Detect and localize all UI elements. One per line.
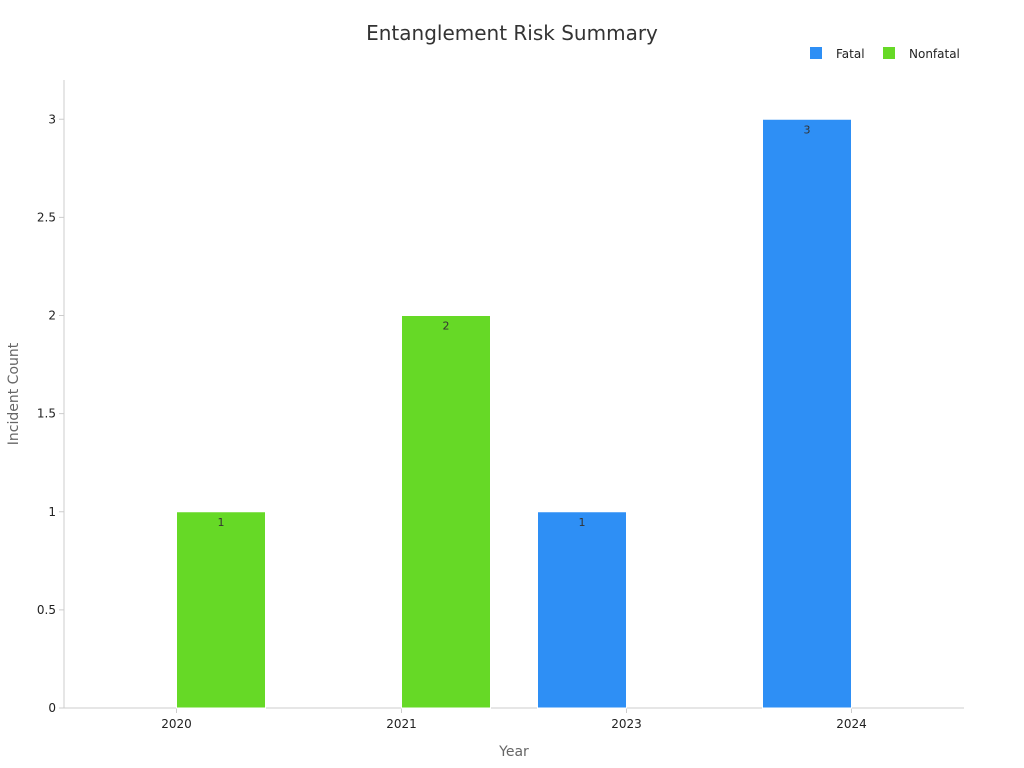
bar-labels: 1 3 1 2 bbox=[218, 123, 811, 529]
bar-nonfatal-2021 bbox=[401, 315, 491, 709]
bar-value-label: 1 bbox=[579, 516, 586, 529]
legend: Fatal Nonfatal bbox=[810, 47, 960, 61]
bar-value-label: 3 bbox=[804, 123, 811, 136]
legend-swatch-nonfatal bbox=[883, 47, 895, 59]
bars bbox=[176, 118, 852, 709]
y-tick-label: 1.5 bbox=[37, 407, 56, 421]
legend-swatch-fatal bbox=[810, 47, 822, 59]
chart-title: Entanglement Risk Summary bbox=[366, 21, 658, 45]
bar-nonfatal-2020 bbox=[176, 511, 266, 709]
y-axis-ticks: 0 0.5 1 1.5 2 2.5 3 bbox=[37, 112, 64, 715]
x-tick-label: 2020 bbox=[161, 717, 192, 731]
y-tick-label: 2 bbox=[48, 309, 56, 323]
bar-value-label: 2 bbox=[443, 320, 450, 333]
y-tick-label: 0.5 bbox=[37, 603, 56, 617]
y-tick-label: 0 bbox=[48, 701, 56, 715]
bar-value-label: 1 bbox=[218, 516, 225, 529]
y-axis-title: Incident Count bbox=[6, 342, 22, 445]
x-tick-label: 2023 bbox=[611, 717, 642, 731]
y-tick-label: 3 bbox=[48, 112, 56, 126]
x-tick-label: 2024 bbox=[836, 717, 867, 731]
x-axis-title: Year bbox=[498, 744, 529, 760]
y-tick-label: 2.5 bbox=[37, 210, 56, 224]
legend-label-nonfatal: Nonfatal bbox=[909, 47, 960, 61]
legend-label-fatal: Fatal bbox=[836, 47, 865, 61]
bar-fatal-2024 bbox=[762, 118, 852, 709]
y-tick-label: 1 bbox=[48, 505, 56, 519]
x-tick-label: 2021 bbox=[386, 717, 417, 731]
bar-fatal-2023 bbox=[537, 511, 627, 709]
x-axis-ticks: 2020 2021 2023 2024 bbox=[161, 708, 867, 731]
